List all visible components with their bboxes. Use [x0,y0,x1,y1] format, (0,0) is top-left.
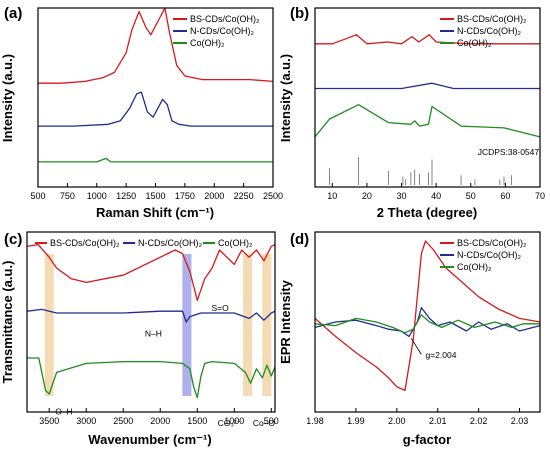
x-tick-label: 1.98 [306,416,324,426]
band [182,254,192,396]
x-tick-label: 2.00 [388,416,406,426]
annotation: O–H [55,406,72,416]
band [243,254,253,396]
legend-label: Co(OH)₂ [457,262,492,272]
y-axis-label: Intensity (a.u.) [278,54,293,142]
y-axis-label: EPR Intensity [278,279,293,364]
annotation: CO₃²⁻ [218,418,242,428]
x-tick-label: 40 [431,191,441,201]
legend: BS-CDs/Co(OH)₂ N-CDs/Co(OH)₂ Co(OH)₂ [440,14,527,48]
legend-label: BS-CDs/Co(OH)₂ [50,238,120,248]
panel-label: (a) [4,5,22,22]
x-tick-label: 2000 [204,191,224,201]
legend: BS-CDs/Co(OH)₂ N-CDs/Co(OH)₂ Co(OH)₂ [35,238,253,248]
legend-label: N-CDs/Co(OH)₂ [457,26,521,36]
x-tick-label: 2.02 [470,416,488,426]
x-tick-label: 30 [397,191,407,201]
band [44,254,54,396]
x-tick-label: 20 [362,191,372,201]
x-tick-label: 500 [30,191,45,201]
x-tick-label: 2.01 [429,416,447,426]
x-axis-label: Raman Shift (cm⁻¹) [96,205,214,220]
panel-label: (d) [290,231,309,248]
x-tick-label: 1500 [187,416,207,426]
legend: BS-CDs/Co(OH)₂ N-CDs/Co(OH)₂ Co(OH)₂ [173,14,260,48]
x-tick-label: 1.99 [347,416,365,426]
x-tick-label: 500 [264,416,279,426]
legend-label: Co(OH)₂ [190,38,225,48]
series-line [314,240,541,392]
plot-frame [314,7,541,188]
y-axis-label: Intensity (a.u.) [0,54,15,142]
x-tick-label: 60 [500,191,510,201]
x-tick-label: 3000 [76,416,96,426]
annotation: S=O [211,303,229,313]
series-line [314,104,541,138]
legend-label: N-CDs/Co(OH)₂ [138,238,202,248]
x-tick-label: 1750 [175,191,195,201]
legend: BS-CDs/Co(OH)₂ N-CDs/Co(OH)₂ Co(OH)₂ [440,238,527,272]
x-axis-label: g-factor [403,432,451,447]
legend-label: BS-CDs/Co(OH)₂ [190,14,260,24]
series-line [315,34,540,45]
legend-label: BS-CDs/Co(OH)₂ [457,14,527,24]
series-line [26,308,276,323]
series-line [314,314,540,334]
panel-c: 3500 3000 2500 2000 1500 1000 500 Wavenumber (c… [0,231,279,447]
series-line [38,157,273,163]
x-tick-label: 1500 [145,191,165,201]
x-tick-label: 2.03 [511,416,529,426]
x-tick-label: 50 [466,191,476,201]
reference-label: JCDPS:38-0547 [478,147,540,157]
series-line [38,91,273,127]
y-axis-label: Transmittance (a.u.) [0,261,15,384]
x-axis-label: 2 Theta (degree) [377,205,477,220]
x-tick-label: 1250 [116,191,136,201]
x-tick-label: 3500 [39,416,59,426]
x-tick-label: 10 [327,191,337,201]
x-tick-label: 1000 [224,416,244,426]
panel-label: (c) [4,231,22,248]
series-line [27,357,276,399]
panel-label: (b) [290,5,309,22]
panel-d: 1.98 1.99 2.00 2.01 2.02 2.03 g-factor EPR Inte… [278,231,541,447]
x-tick-label: 2500 [263,191,283,201]
series-line [26,243,276,302]
series-line [38,7,274,84]
annotation: g=2.004 [425,350,456,360]
x-tick-label: 750 [60,191,75,201]
series-line [314,306,541,338]
legend-label: Co(OH)₂ [218,238,253,248]
panel-b: JCDPS:38-0547 10 20 30 40 50 60 70 2 Theta (degr… [278,5,545,220]
legend-label: BS-CDs/Co(OH)₂ [457,238,527,248]
plot-frame [314,231,541,413]
annotation-arrow [410,337,422,355]
panel-a: 500 750 1000 1250 1500 1750 2000 2250 2500 Raman … [0,5,283,220]
x-tick-label: 2000 [150,416,170,426]
annotation: Co–O [253,418,276,428]
annotation: N–H [145,328,162,338]
series-line [315,82,540,90]
band [262,254,272,396]
x-tick-label: 2500 [113,416,133,426]
x-axis-label: Wavenumber (cm⁻¹) [88,432,211,447]
x-tick-label: 1000 [87,191,107,201]
x-tick-label: 2250 [234,191,254,201]
legend-label: Co(OH)₂ [457,38,492,48]
plot-frame [26,231,276,413]
legend-label: N-CDs/Co(OH)₂ [457,250,521,260]
x-tick-label: 70 [535,191,545,201]
legend-label: N-CDs/Co(OH)₂ [190,26,254,36]
